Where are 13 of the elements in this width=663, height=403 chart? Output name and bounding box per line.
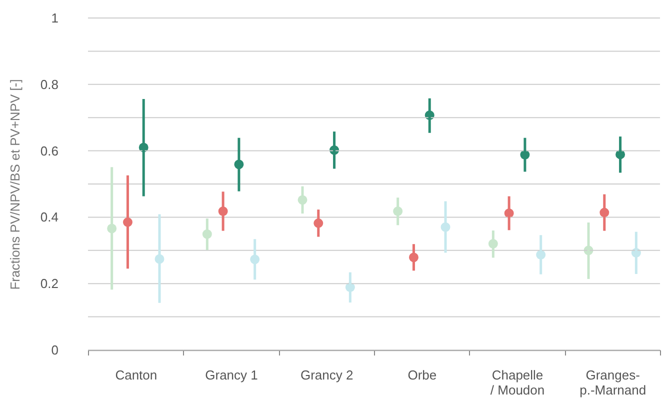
x-tick-label: Granges- p.-Marnand: [580, 368, 646, 398]
y-tick-label: 0.8: [40, 76, 58, 92]
x-tick-label: Grancy 1: [205, 368, 258, 382]
x-tick-label: Orbe: [408, 368, 437, 382]
y-tick-label: 1: [51, 10, 58, 26]
x-tick-label: Chapelle / Moudon: [490, 368, 545, 398]
x-tick-label: Canton: [115, 368, 158, 382]
x-tick-label: Grancy 2: [300, 368, 354, 382]
y-tick-label: 0: [51, 342, 58, 358]
y-axis-title: Fractions PV/NPV/BS et PV+NPV [-]: [7, 79, 22, 290]
y-tick-label: 0.4: [40, 210, 58, 225]
y-tick-label: 0.2: [40, 276, 58, 292]
y-tick-label: 0.6: [40, 143, 58, 158]
